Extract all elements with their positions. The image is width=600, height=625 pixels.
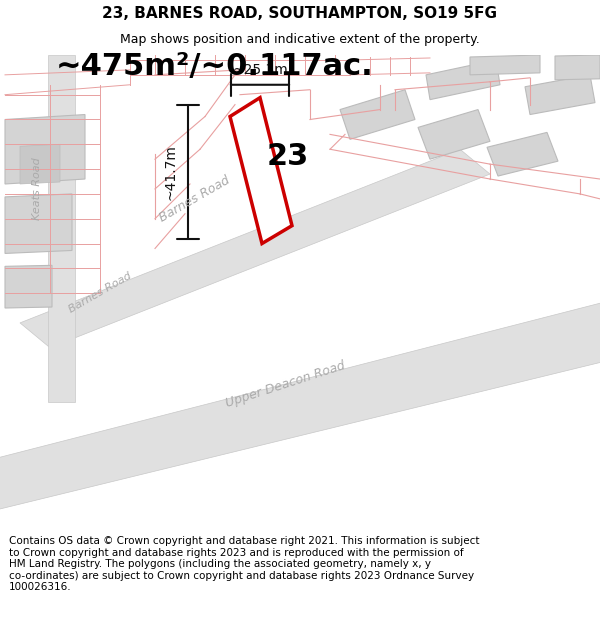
Polygon shape: [426, 60, 500, 99]
Polygon shape: [230, 98, 292, 244]
Polygon shape: [0, 298, 600, 511]
Polygon shape: [555, 55, 600, 80]
Polygon shape: [20, 149, 490, 348]
Polygon shape: [5, 194, 72, 254]
Polygon shape: [5, 266, 52, 308]
Polygon shape: [20, 144, 60, 184]
Text: Barnes Road: Barnes Road: [67, 271, 133, 315]
Text: Contains OS data © Crown copyright and database right 2021. This information is : Contains OS data © Crown copyright and d…: [9, 536, 479, 592]
Text: ~475m²/~0.117ac.: ~475m²/~0.117ac.: [56, 52, 374, 81]
Text: Upper Deacon Road: Upper Deacon Road: [224, 359, 346, 410]
Polygon shape: [525, 75, 595, 114]
Text: ~25.3m: ~25.3m: [232, 63, 288, 77]
Polygon shape: [48, 55, 75, 403]
Text: ~41.7m: ~41.7m: [164, 144, 178, 200]
Text: Barnes Road: Barnes Road: [157, 173, 233, 224]
Polygon shape: [487, 132, 558, 176]
Text: Map shows position and indicative extent of the property.: Map shows position and indicative extent…: [120, 33, 480, 46]
Text: 23, BARNES ROAD, SOUTHAMPTON, SO19 5FG: 23, BARNES ROAD, SOUTHAMPTON, SO19 5FG: [103, 6, 497, 21]
Text: Keats Road: Keats Road: [32, 158, 42, 221]
Text: 23: 23: [267, 142, 309, 171]
Polygon shape: [5, 114, 85, 184]
Polygon shape: [418, 109, 490, 159]
Polygon shape: [340, 90, 415, 139]
Polygon shape: [470, 55, 540, 75]
